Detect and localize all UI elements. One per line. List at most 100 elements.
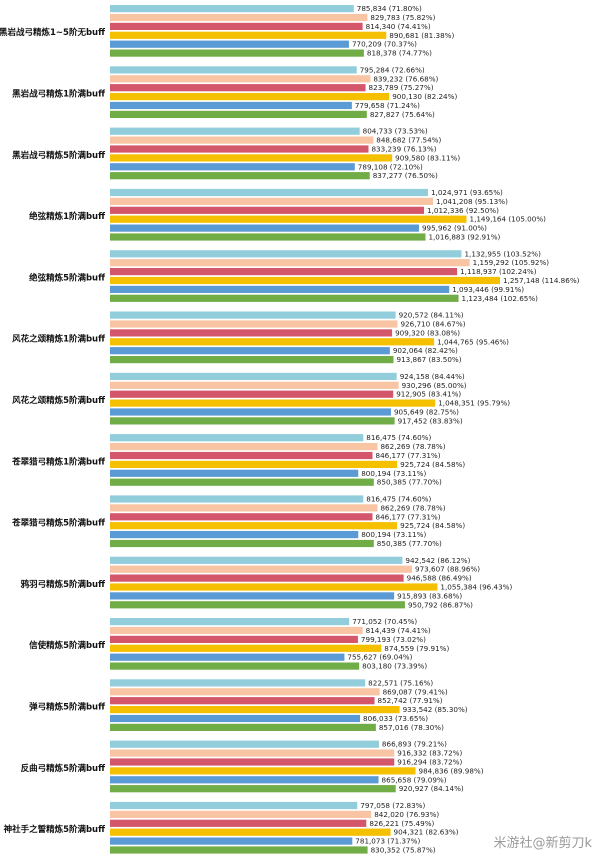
data-label: 846,177 (77.31%): [376, 451, 441, 460]
data-label: 822,571 (75.16%): [368, 678, 433, 687]
data-label: 800,194 (73.11%): [361, 530, 426, 539]
bar: [110, 714, 361, 723]
bar: [110, 618, 350, 626]
bar: [110, 495, 364, 503]
bar: [110, 785, 396, 793]
bar: [110, 390, 394, 398]
data-label: 806,033 (73.65%): [363, 714, 428, 723]
bar: [110, 250, 462, 258]
bar: [110, 679, 366, 687]
bar: [110, 329, 393, 337]
data-label: 920,572 (84.11%): [399, 311, 464, 320]
bar: [110, 154, 393, 162]
bar: [110, 320, 398, 328]
bar: [110, 276, 500, 285]
bar: [110, 837, 353, 845]
bar: [110, 399, 436, 407]
data-label: 913,867 (83.50%): [397, 355, 462, 364]
bar: [110, 846, 368, 854]
data-label: 1,041,208 (95.13%): [436, 197, 508, 206]
bar: [110, 93, 390, 101]
bar: [110, 172, 370, 180]
category-label: 苍翠猎弓精炼5阶满buff: [11, 518, 105, 529]
bar: [110, 653, 345, 661]
bar: [110, 101, 352, 110]
bar: [110, 601, 405, 609]
bar: [110, 268, 458, 276]
data-label: 827,827 (75.64%): [370, 110, 435, 119]
data-label: 816,475 (74.60%): [366, 433, 431, 442]
bar: [110, 13, 368, 22]
bar: [110, 294, 459, 302]
data-label: 1,016,883 (92.91%): [428, 233, 500, 242]
bar: [110, 626, 363, 635]
bar: [110, 478, 374, 486]
data-label: 785,834 (71.80%): [357, 4, 422, 13]
data-label: 770,209 (70.37%): [352, 40, 417, 49]
data-label: 920,927 (84.14%): [399, 784, 464, 793]
data-label: 1,024,971 (93.65%): [431, 188, 503, 197]
data-label: 852,742 (77.91%): [378, 696, 443, 705]
bar: [110, 767, 416, 775]
data-label: 865,658 (79.09%): [382, 775, 447, 784]
data-label: 925,724 (84.58%): [400, 521, 465, 530]
data-label: 830,352 (75.87%): [371, 846, 436, 855]
category-label: 黑岩战弓精炼1~5阶无buff: [0, 27, 105, 38]
category-label: 苍翠猎弓精炼1阶满buff: [11, 456, 105, 467]
bar: [110, 372, 397, 380]
data-label: 771,052 (70.45%): [352, 617, 417, 626]
bar: [110, 513, 373, 521]
data-label: 833,239 (76.13%): [371, 145, 436, 154]
data-label: 814,340 (74.41%): [366, 22, 431, 31]
data-label: 995,962 (91.00%): [422, 224, 487, 233]
bar: [110, 163, 355, 171]
data-label: 1,055,384 (96.43%): [440, 583, 512, 592]
data-label: 862,269 (78.78%): [380, 442, 445, 451]
bar: [110, 338, 435, 346]
bar: [110, 347, 390, 355]
bar: [110, 583, 438, 591]
bar: [110, 417, 395, 425]
category-label: 鸦羽弓精炼5阶满buff: [20, 579, 106, 590]
data-label: 917,452 (83.83%): [398, 416, 463, 425]
data-label: 857,016 (78.30%): [379, 723, 444, 732]
category-label: 反曲弓精炼5阶满buff: [21, 763, 106, 774]
bar: [110, 127, 360, 135]
bar: [110, 504, 378, 512]
data-label: 804,733 (73.53%): [363, 127, 428, 136]
bar: [110, 469, 359, 477]
bar: [110, 828, 391, 836]
data-label: 781,073 (71.37%): [355, 837, 420, 846]
bar: [110, 31, 387, 39]
data-label: 904,321 (82.63%): [394, 828, 459, 837]
data-label: 973,607 (88.96%): [415, 565, 480, 574]
data-label: 1,123,484 (102.65%): [462, 294, 539, 303]
data-label: 1,044,765 (95.46%): [437, 337, 509, 346]
bar: [110, 565, 413, 573]
bar: [110, 66, 357, 74]
bar: [110, 531, 359, 539]
bar: [110, 84, 366, 92]
bar: [110, 5, 354, 13]
category-label: 风花之颂精炼1阶满buff: [12, 334, 105, 345]
data-label: 795,284 (72.66%): [360, 65, 425, 74]
bar: [110, 801, 358, 810]
data-label: 912,905 (83.41%): [396, 390, 461, 399]
data-label: 916,294 (83.72%): [397, 758, 462, 767]
bar: [110, 197, 434, 205]
data-label: 933,542 (85.30%): [403, 705, 468, 714]
bar: [110, 408, 391, 416]
bar: [110, 539, 374, 548]
bar: [110, 706, 400, 714]
data-label: 950,792 (86.87%): [408, 600, 473, 609]
data-label: 1,257,148 (114.86%): [503, 276, 580, 285]
bar: [110, 819, 367, 827]
bar: [110, 723, 376, 731]
data-label: 829,783 (75.82%): [370, 13, 435, 22]
data-label: 916,332 (83.72%): [397, 749, 462, 758]
data-label: 909,580 (83.11%): [395, 153, 460, 162]
bar: [110, 381, 399, 389]
bar: [110, 574, 404, 582]
data-label: 814,439 (74.41%): [366, 626, 431, 635]
data-label: 925,724 (84.58%): [400, 460, 465, 469]
